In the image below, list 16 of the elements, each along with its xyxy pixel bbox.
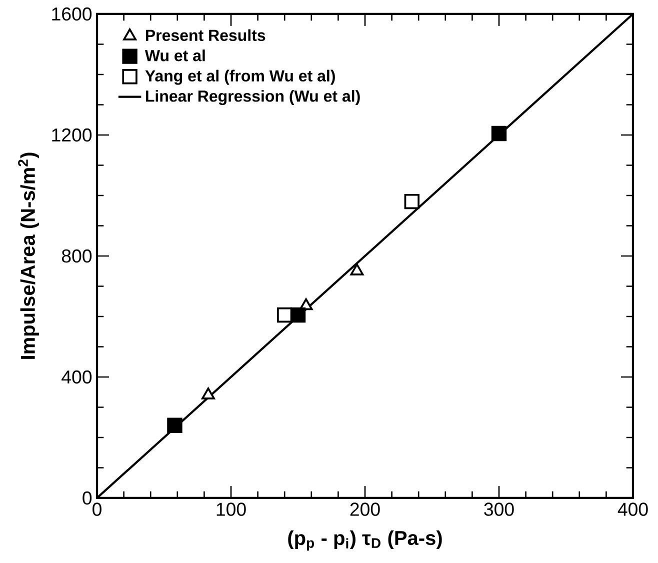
- legend-label: Present Results: [146, 29, 266, 42]
- legend-label: Wu et al: [144, 50, 205, 62]
- x-tick-label: 0: [92, 502, 102, 516]
- y-tick-label: 1200: [52, 128, 92, 142]
- y-tick-label: 800: [62, 249, 92, 263]
- y-tick-label: 0: [82, 491, 92, 505]
- x-axis-title: (p$_{p}$ - p$_{i}$) τ$_{D}$ (Pa-s): [288, 530, 442, 551]
- y-tick-label: 1600: [52, 7, 92, 21]
- legend-label: Linear Regression (Wu et al): [146, 90, 360, 106]
- legend-label: Yang et al (from Wu et al): [145, 70, 335, 85]
- x-tick-label: 300: [484, 502, 514, 516]
- x-tick-label: 100: [216, 502, 246, 516]
- x-tick-label: 400: [618, 502, 648, 516]
- y-axis-title: Impulse/Area (N-s/m$^{2}$): [18, 152, 39, 359]
- y-tick-label: 400: [62, 370, 92, 384]
- x-tick-label: 200: [350, 502, 380, 516]
